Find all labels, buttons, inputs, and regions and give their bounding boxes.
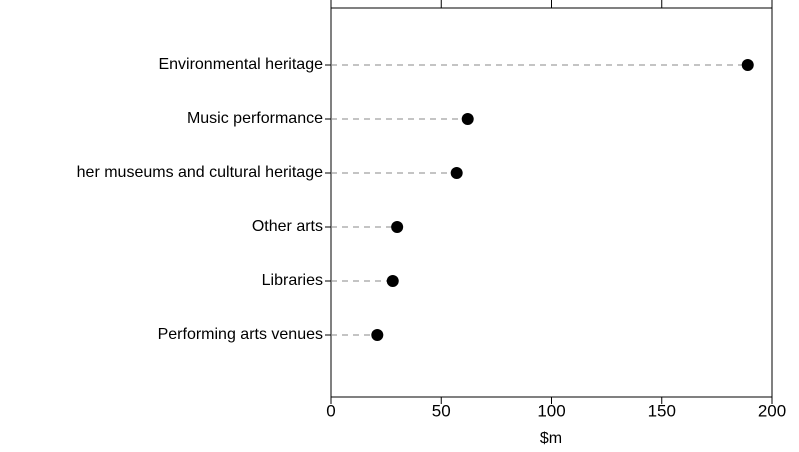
y-tick-label: Libraries: [262, 272, 323, 289]
dot: [386, 275, 399, 287]
x-tick-label: 0: [326, 401, 335, 420]
y-tick-label: Other arts: [252, 218, 323, 235]
x-tick-label: 200: [758, 401, 786, 420]
y-tick-label: Performing arts venues: [158, 326, 323, 343]
dot: [450, 167, 463, 179]
dot: [741, 59, 754, 71]
y-tick-label: her museums and cultural heritage: [77, 164, 323, 181]
dot: [461, 113, 474, 125]
y-tick-label: Environmental heritage: [158, 56, 323, 73]
dot: [391, 221, 404, 233]
x-tick-label: 100: [537, 401, 565, 420]
x-tick-label: 50: [432, 401, 451, 420]
y-tick-label: Music performance: [187, 110, 323, 127]
x-axis-label: $m: [540, 430, 562, 447]
x-tick-label: 150: [648, 401, 676, 420]
plot-frame: [330, 7, 773, 398]
dot: [371, 329, 384, 341]
